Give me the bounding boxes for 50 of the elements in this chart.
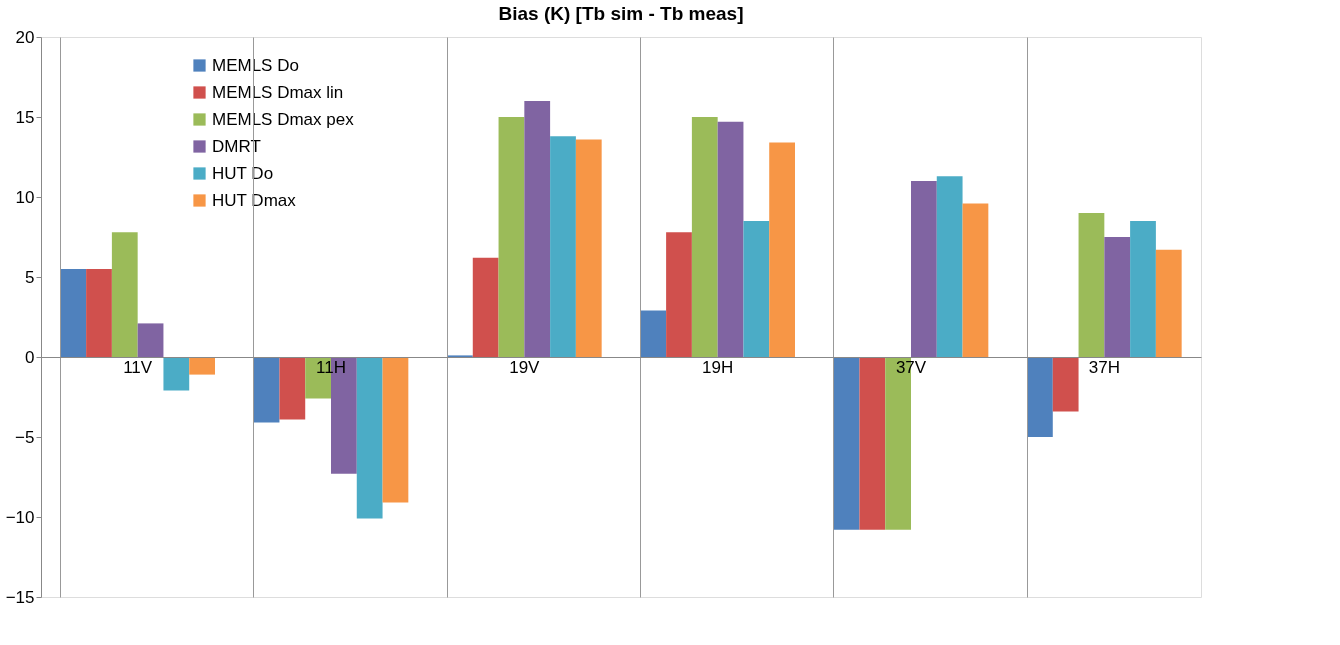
bar	[1027, 357, 1053, 437]
y-tick-label: 20	[15, 27, 35, 47]
legend-label: MEMLS Do	[212, 55, 299, 75]
bar	[189, 357, 215, 375]
bar	[859, 357, 886, 530]
legend-label: MEMLS Dmax lin	[212, 82, 344, 102]
bar	[1104, 237, 1131, 357]
bar	[1155, 249, 1182, 357]
y-tick-label: 0	[25, 347, 35, 367]
chart-title: Bias (K) [Tb sim - Tb meas]	[498, 3, 744, 24]
bar	[550, 136, 576, 357]
bar	[163, 357, 190, 391]
y-tick-label: 10	[15, 187, 35, 207]
bar	[60, 269, 87, 357]
bar	[279, 357, 306, 420]
bar	[137, 323, 164, 357]
y-tick-label: −5	[15, 427, 35, 447]
bar	[86, 269, 112, 357]
bar	[524, 101, 551, 357]
bar	[833, 357, 860, 530]
y-tick-label: 15	[15, 107, 35, 127]
bar	[743, 221, 770, 357]
x-tick-label: 19H	[702, 357, 734, 377]
bar	[717, 121, 744, 357]
x-tick-label: 37H	[1088, 357, 1120, 377]
x-tick-label: 19V	[509, 357, 541, 377]
bar	[911, 181, 937, 357]
bar	[1052, 357, 1079, 412]
bar	[640, 310, 667, 357]
bar	[575, 139, 602, 357]
y-tick-label: −10	[5, 507, 35, 527]
x-tick-label: 11V	[123, 357, 153, 377]
bar	[356, 357, 383, 519]
bar	[936, 176, 963, 357]
bar	[666, 232, 692, 357]
bar	[498, 117, 525, 357]
bar	[253, 357, 280, 423]
bar	[382, 357, 409, 503]
x-tick-label: 11H	[316, 357, 346, 377]
bar	[1078, 213, 1105, 357]
bar	[111, 232, 138, 357]
bar	[691, 117, 718, 357]
y-tick-label: 5	[25, 267, 35, 287]
legend-label: MEMLS Dmax pex	[212, 109, 355, 129]
bar	[769, 142, 795, 357]
y-tick-label: −15	[5, 587, 35, 607]
bar	[962, 203, 989, 357]
bar	[472, 257, 499, 357]
bar	[1130, 221, 1156, 357]
legend-label: DMRT	[212, 136, 261, 156]
